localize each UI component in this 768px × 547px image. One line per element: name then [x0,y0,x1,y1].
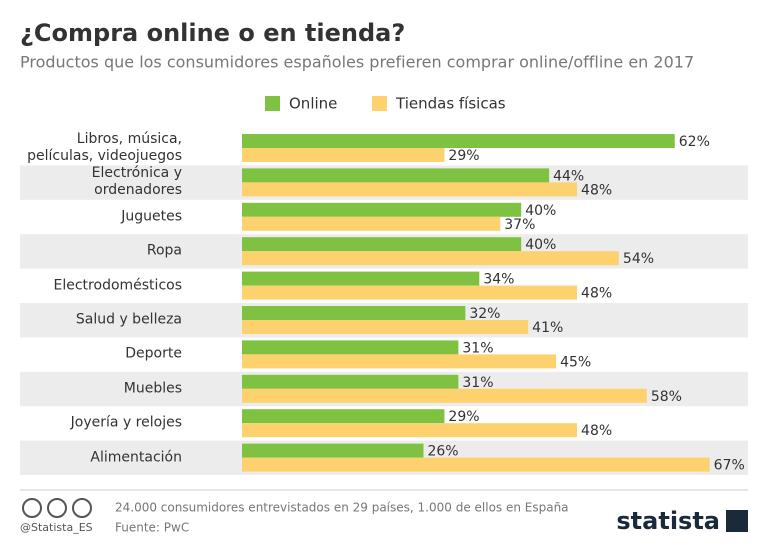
bar [242,285,578,300]
legend-label: Online [289,95,337,113]
bar [242,388,647,403]
bar [242,202,522,217]
license-icons [22,498,92,518]
value-label: 40% [525,237,556,253]
category-label: Electrodomésticos [53,277,182,294]
value-label: 58% [651,389,682,405]
bar [242,148,445,162]
bar [242,237,522,252]
bar [242,251,619,266]
value-label: 29% [448,148,479,164]
value-label: 41% [532,320,563,336]
bar [242,216,501,231]
value-label: 45% [560,354,591,370]
value-label: 54% [623,251,654,267]
legend-label: Tiendas físicas [395,95,506,113]
category-label: Joyería y relojes [70,414,182,431]
value-label: 48% [581,423,612,439]
legend-swatch [265,96,280,111]
bar [242,423,578,438]
value-label: 48% [581,286,612,302]
bar [242,271,480,286]
bar [242,374,459,389]
value-label: 31% [462,375,493,391]
brand-logo: statista [616,507,720,535]
value-label: 34% [483,272,514,288]
value-label: 26% [427,444,458,460]
category-label: Alimentación [90,449,182,466]
footer-note: 24.000 consumidores entrevistados en 29 … [115,501,569,515]
footer-source: Fuente: PwC [115,521,189,535]
value-label: 48% [581,182,612,198]
bar [242,457,710,472]
category-label: Muebles [123,380,182,397]
bar [242,354,557,369]
brand-icon [726,510,748,532]
bar [242,340,459,355]
value-label: 29% [448,409,479,425]
chart-title: ¿Compra online o en tienda? [20,19,405,47]
bar [242,182,578,197]
footer-handle: @Statista_ES [20,521,93,534]
category-label: Deporte [125,345,182,362]
category-label: Salud y belleza [75,311,182,328]
bar [242,134,675,148]
category-label: Electrónica y ordenadores [91,165,182,199]
category-label: Libros, música, películas, videojuegos [27,131,182,164]
value-label: 62% [679,134,710,150]
value-label: 31% [462,340,493,356]
category-label: Ropa [146,242,182,259]
category-label: Juguetes [121,208,182,225]
value-label: 67% [714,458,745,474]
value-label: 44% [553,168,584,184]
value-label: 37% [504,217,535,233]
bar [242,409,445,424]
chart-subtitle: Productos que los consumidores españoles… [20,53,694,72]
bar [242,168,550,183]
bar [242,320,529,334]
bar [242,443,424,458]
value-label: 40% [525,203,556,219]
bar [242,306,466,320]
legend-swatch [372,96,387,111]
value-label: 32% [469,306,500,322]
